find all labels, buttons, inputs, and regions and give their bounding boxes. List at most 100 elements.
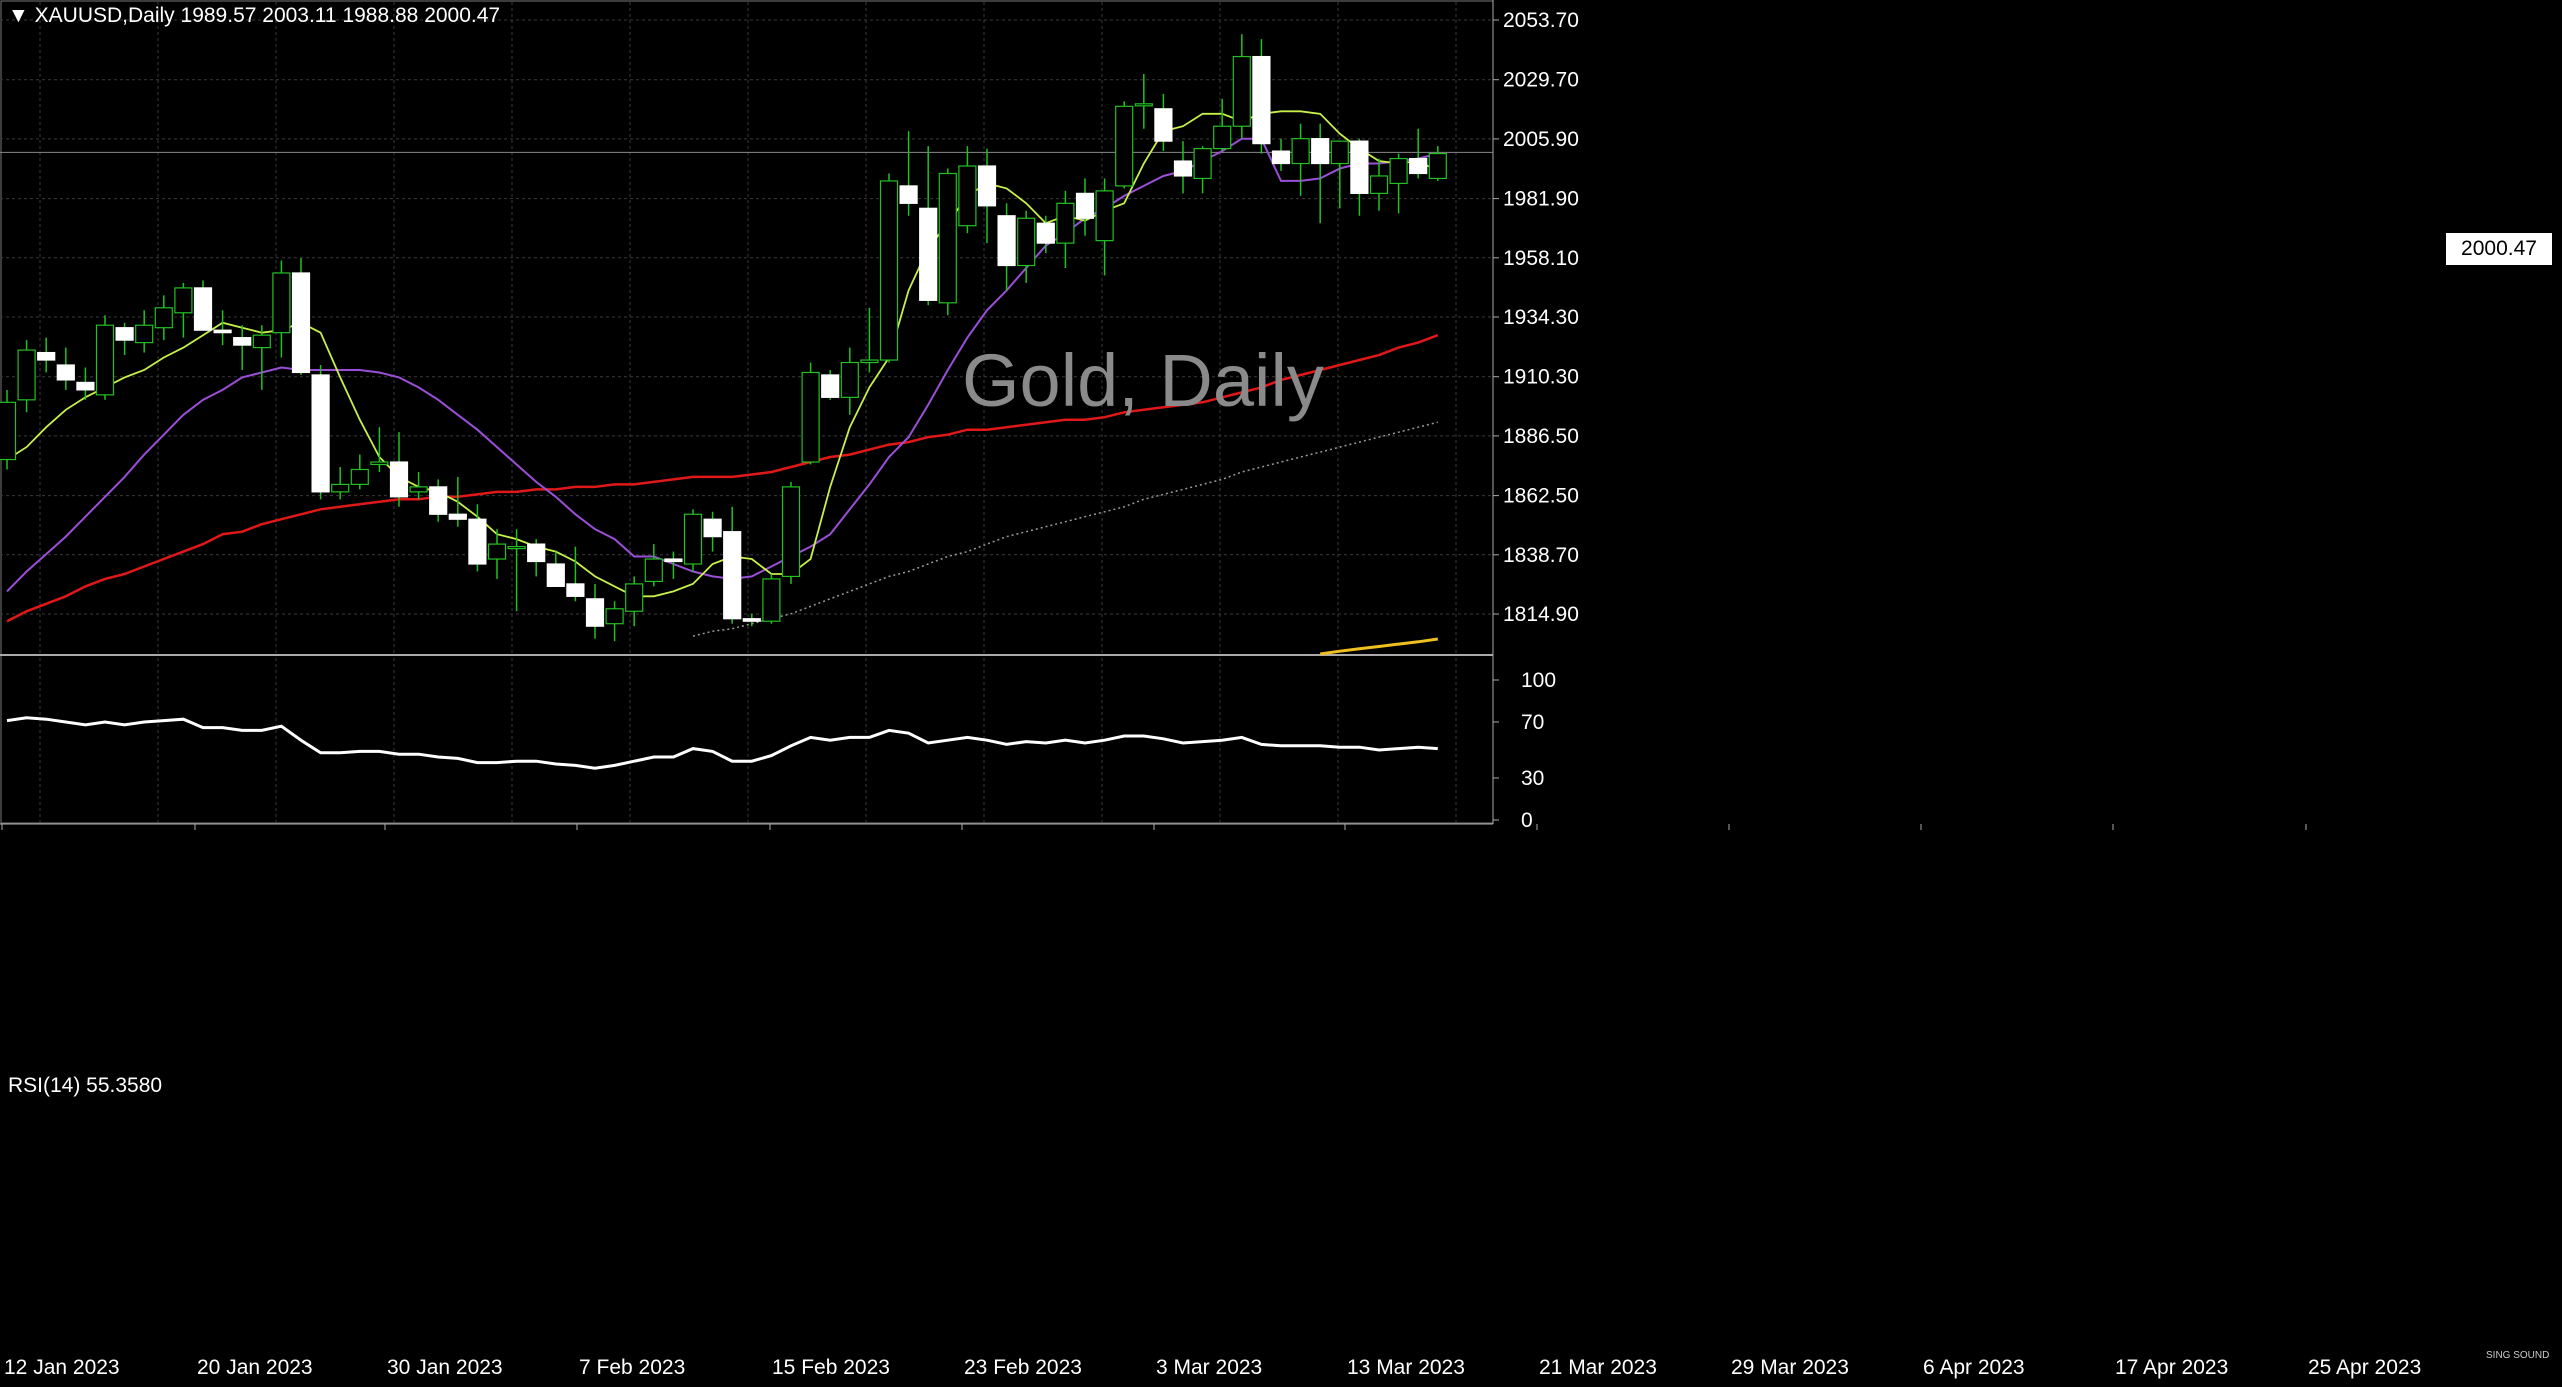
current-price-tag: 2000.47: [2446, 233, 2552, 265]
bear-candle-body: [429, 486, 448, 515]
date-tick-label: 15 Feb 2023: [772, 1356, 890, 1379]
grid-lines: [0, 0, 1494, 825]
bull-candle-body: [958, 165, 977, 227]
bear-candle-body: [193, 287, 213, 331]
bull-candle-body: [1134, 103, 1153, 107]
candle: [1291, 123, 1310, 196]
bear-candle-body: [742, 618, 761, 622]
candle: [938, 168, 957, 316]
candle: [135, 310, 154, 353]
bull-candle-body: [1056, 202, 1075, 244]
bear-candle-body: [1252, 55, 1271, 145]
bull-candle-body: [17, 349, 36, 401]
candle: [370, 427, 389, 472]
bear-candle-body: [115, 327, 134, 341]
bull-candle-body: [174, 287, 193, 314]
candle: [115, 322, 134, 356]
candle: [1271, 138, 1291, 171]
candle: [1193, 146, 1212, 194]
candlestick-series[interactable]: [0, 34, 1447, 642]
date-tick-label: 17 Apr 2023: [2115, 1356, 2228, 1379]
bull-candle-body: [370, 461, 389, 466]
bear-candle-body: [311, 374, 330, 493]
date-tick-label: 7 Feb 2023: [579, 1356, 685, 1379]
symbol-label: XAUUSD,Daily: [34, 4, 175, 27]
candle: [1095, 178, 1114, 276]
date-tick-label: 3 Mar 2023: [1156, 1356, 1262, 1379]
candle: [1134, 73, 1153, 129]
rsi-tick-label: 30: [1521, 767, 1544, 790]
axes: 2053.70 2029.70 2005.90 1981.90 1958.10 1934.…: [1, 9, 2421, 1379]
candle: [742, 613, 761, 627]
candle: [879, 173, 899, 363]
bear-candle-body: [56, 364, 75, 381]
price-tick-label: 1886.50: [1503, 425, 1579, 448]
bear-candle-body: [703, 518, 722, 538]
bear-candle-body: [448, 513, 467, 520]
bear-candle-body: [1271, 150, 1291, 165]
candle: [448, 476, 467, 527]
candle: [605, 601, 624, 642]
candle: [566, 546, 585, 602]
symbol-header[interactable]: ▼ XAUUSD,Daily 1989.57 2003.11 1988.88 2…: [8, 4, 500, 28]
bull-candle-body: [801, 371, 820, 463]
candle: [1173, 141, 1193, 194]
bull-candle-body: [1232, 55, 1251, 127]
bull-candle-body: [331, 483, 350, 493]
candle: [1350, 138, 1369, 216]
candle: [213, 310, 232, 346]
price-tick-label: 1910.30: [1503, 366, 1579, 389]
bear-candle-body: [546, 563, 565, 587]
candle: [1056, 190, 1075, 268]
bull-candle-body: [135, 324, 154, 344]
candle: [468, 504, 487, 572]
candle: [762, 573, 781, 624]
watermark-title: Gold, Daily: [962, 339, 1324, 422]
bull-candle-body: [95, 324, 115, 396]
bull-candle-body: [1428, 152, 1447, 180]
dropdown-triangle-icon[interactable]: ▼: [8, 4, 29, 27]
bull-candle-body: [840, 361, 859, 398]
candle: [1075, 178, 1095, 236]
bull-candle-body: [879, 180, 899, 361]
bear-candle-body: [1350, 140, 1369, 194]
bull-candle-body: [1017, 217, 1036, 267]
candle: [1409, 128, 1428, 179]
bear-candle-body: [291, 272, 311, 374]
bull-candle-body: [1291, 138, 1310, 165]
candle: [350, 454, 369, 490]
ma-slow-line: [6, 334, 1439, 623]
date-tick-label: 30 Jan 2023: [387, 1356, 503, 1379]
candle: [389, 432, 409, 507]
bear-candle-body: [76, 381, 95, 391]
candle: [507, 529, 526, 612]
logo: SING SOUND: [2486, 1350, 2550, 1361]
candle: [487, 529, 507, 579]
date-tick-label: 23 Feb 2023: [964, 1356, 1082, 1379]
bear-candle-body: [566, 583, 585, 597]
candle: [625, 576, 644, 627]
candle: [781, 481, 801, 584]
candle: [291, 258, 311, 375]
date-tick-label: 20 Jan 2023: [197, 1356, 313, 1379]
candle: [821, 369, 840, 400]
date-tick-label: 6 Apr 2023: [1923, 1356, 2025, 1379]
bear-candle-body: [1409, 157, 1428, 175]
rsi-line: [6, 716, 1438, 770]
bull-candle-body: [781, 486, 801, 578]
rsi-indicator: [6, 716, 1438, 770]
bull-candle-body: [938, 172, 957, 304]
bull-candle-body: [1369, 175, 1389, 194]
bull-candle-body: [762, 578, 781, 622]
bear-candle-body: [1311, 138, 1330, 165]
price-tick-label: 1814.90: [1503, 603, 1579, 626]
bear-candle-body: [389, 461, 409, 498]
candle: [76, 367, 95, 400]
rsi-label: RSI(14) 55.3580: [8, 1074, 163, 1097]
candle: [56, 347, 75, 390]
candle: [1017, 210, 1036, 283]
candle: [311, 365, 330, 500]
candle: [1369, 158, 1389, 211]
bull-candle-body: [0, 401, 17, 461]
